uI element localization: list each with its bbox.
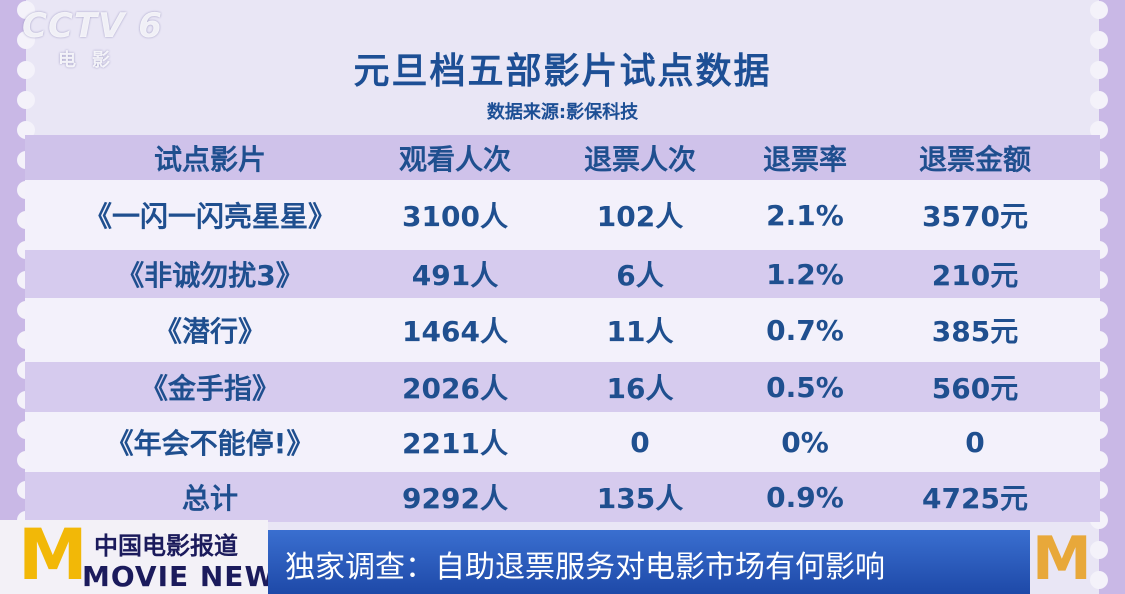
program-name: 中国电影报道 bbox=[94, 532, 238, 560]
table-cell: 4725元 bbox=[922, 482, 1028, 515]
table-cell: 《年会不能停!》 bbox=[105, 427, 315, 460]
table-cell: 试点影片 bbox=[153, 142, 266, 176]
table-cell: 385元 bbox=[931, 315, 1019, 348]
table-cell: 3100人 bbox=[402, 200, 508, 233]
table-row: 总计 9292人 135人 0.9% 4725元 bbox=[25, 472, 1100, 522]
table-cell: 102人 bbox=[596, 200, 684, 233]
channel-name: 电影 bbox=[58, 50, 126, 71]
notch bbox=[1090, 121, 1108, 139]
table-cell: 2211人 bbox=[402, 427, 508, 460]
notch bbox=[1090, 61, 1108, 79]
notch bbox=[17, 1, 35, 19]
table-cell: 6人 bbox=[616, 259, 664, 292]
notch bbox=[17, 61, 35, 79]
table-cell: 1464人 bbox=[402, 315, 508, 348]
table-cell: 2026人 bbox=[402, 372, 508, 405]
table-cell: 3570元 bbox=[922, 200, 1028, 233]
corner-icon: M bbox=[1032, 524, 1092, 594]
table-cell: 491人 bbox=[411, 259, 499, 292]
table-cell: 0 bbox=[630, 425, 650, 459]
table-cell: 0.7% bbox=[766, 313, 844, 347]
table-cell: 1.2% bbox=[766, 257, 844, 291]
table-row: 《年会不能停!》 2211人 0 0% 0 bbox=[25, 412, 1100, 472]
table-cell: 退票人次 bbox=[583, 142, 696, 176]
table-cell: 135人 bbox=[596, 482, 684, 515]
program-icon: M bbox=[18, 514, 88, 594]
table-cell: 2.1% bbox=[766, 198, 844, 232]
table-row: 《非诚勿扰3》 491人 6人 1.2% 210元 bbox=[25, 250, 1100, 298]
program-name-en: MOVIE NEWS bbox=[82, 560, 298, 593]
notch bbox=[1090, 1, 1108, 19]
headline: 独家调查：自助退票服务对电影市场有何影响 bbox=[285, 550, 885, 585]
header-row: 试点影片 观看人次 退票人次 退票率 退票金额 bbox=[25, 135, 1100, 180]
notch bbox=[1090, 541, 1108, 559]
table-cell: 《潜行》 bbox=[153, 315, 266, 348]
table-cell: 退票率 bbox=[762, 142, 847, 176]
table-cell: 退票金额 bbox=[918, 142, 1031, 176]
notch bbox=[17, 121, 35, 139]
table-cell: 0.5% bbox=[766, 370, 844, 404]
table-cell: 《非诚勿扰3》 bbox=[116, 259, 304, 292]
notch bbox=[17, 31, 35, 49]
channel-logo: CCTV 6 bbox=[22, 6, 163, 46]
notch bbox=[17, 91, 35, 109]
notch bbox=[1090, 91, 1108, 109]
notch bbox=[1090, 31, 1108, 49]
table-cell: 《一闪一闪亮星星》 bbox=[83, 200, 336, 233]
table-cell: 观看人次 bbox=[398, 142, 511, 176]
table-cell: 0 bbox=[965, 425, 985, 459]
table-row: 《金手指》 2026人 16人 0.5% 560元 bbox=[25, 362, 1100, 412]
table-cell: 210元 bbox=[931, 259, 1019, 292]
table-row: 《一闪一闪亮星星》 3100人 102人 2.1% 3570元 bbox=[25, 180, 1100, 250]
table-row: 《潜行》 1464人 11人 0.7% 385元 bbox=[25, 298, 1100, 362]
table-cell: 0.9% bbox=[766, 480, 844, 514]
table-cell: 《金手指》 bbox=[139, 372, 280, 405]
table-cell: 560元 bbox=[931, 372, 1019, 405]
table-cell: 0% bbox=[781, 425, 829, 459]
title: 元旦档五部影片试点数据 bbox=[353, 51, 772, 92]
program-box bbox=[0, 520, 268, 594]
notch bbox=[1090, 571, 1108, 589]
headline-bar bbox=[268, 530, 1030, 594]
table-cell: 11人 bbox=[606, 315, 674, 348]
table-cell: 9292人 bbox=[402, 482, 508, 515]
table-cell: 16人 bbox=[606, 372, 674, 405]
source: 数据来源:影保科技 bbox=[486, 102, 639, 123]
table-cell: 总计 bbox=[181, 482, 238, 515]
